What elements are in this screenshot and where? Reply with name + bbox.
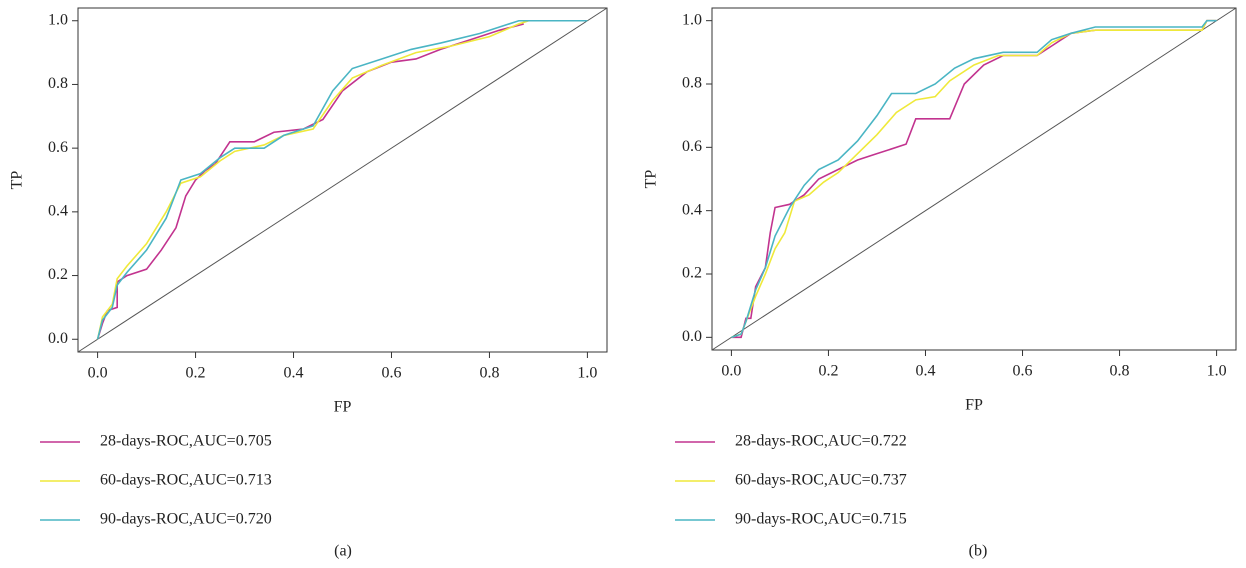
y-tick-label: 1.0 — [48, 11, 68, 28]
roc-curve — [96, 23, 524, 340]
x-tick-label: 0.2 — [186, 365, 206, 382]
reference-diagonal — [77, 7, 608, 353]
reference-diagonal — [711, 7, 1237, 351]
y-tick-label: 0.8 — [682, 75, 702, 92]
x-tick-label: 0.4 — [915, 363, 935, 380]
legend-label: 28-days-ROC,AUC=0.722 — [735, 433, 907, 450]
panel-label: (a) — [334, 543, 352, 560]
y-tick-label: 0.8 — [48, 75, 68, 92]
legend-label: 60-days-ROC,AUC=0.713 — [100, 472, 272, 489]
y-tick-label: 0.2 — [48, 266, 68, 283]
x-tick-label: 0.8 — [479, 365, 499, 382]
x-tick-label: 0.6 — [381, 365, 401, 382]
y-tick-label: 0.4 — [48, 203, 68, 220]
legend-label: 90-days-ROC,AUC=0.720 — [100, 511, 272, 528]
y-tick-label: 0.6 — [682, 138, 702, 155]
y-axis-label: TP — [643, 170, 660, 189]
y-tick-label: 0.0 — [48, 330, 68, 347]
x-tick-label: 0.0 — [88, 365, 108, 382]
legend-label: 60-days-ROC,AUC=0.737 — [735, 472, 907, 489]
legend-label: 28-days-ROC,AUC=0.705 — [100, 433, 272, 450]
y-tick-label: 0.2 — [682, 265, 702, 282]
roc-curve — [731, 19, 1217, 339]
chart-panel: 0.0 0.2 0.4 0.6 0.8 1.0 0.0 0.2 0.4 0.6 0.8 1.0 FP TP… — [9, 7, 608, 560]
y-axis-label: TP — [9, 171, 26, 190]
y-tick-label: 0.4 — [682, 201, 702, 218]
y-tick-label: 1.0 — [682, 11, 702, 28]
x-axis-label: FP — [965, 397, 983, 414]
x-tick-label: 0.0 — [721, 363, 741, 380]
x-tick-label: 0.2 — [818, 363, 838, 380]
x-tick-label: 0.8 — [1110, 363, 1130, 380]
plot-frame — [77, 7, 608, 353]
chart-panel: 0.0 0.2 0.4 0.6 0.8 1.0 0.0 0.2 0.4 0.6 0.8 1.0 FP TP… — [643, 7, 1237, 560]
x-tick-label: 1.0 — [1207, 363, 1227, 380]
legend-label: 90-days-ROC,AUC=0.715 — [735, 511, 907, 528]
y-tick-label: 0.6 — [48, 139, 68, 156]
roc-curve — [96, 19, 588, 340]
x-tick-label: 1.0 — [577, 365, 597, 382]
x-axis-label: FP — [334, 399, 352, 416]
roc-curve — [731, 19, 1217, 339]
x-tick-label: 0.4 — [284, 365, 304, 382]
y-tick-label: 0.0 — [682, 328, 702, 345]
plot-frame — [711, 7, 1237, 351]
x-tick-label: 0.6 — [1013, 363, 1033, 380]
roc-curve — [96, 19, 588, 340]
panel-label: (b) — [969, 543, 988, 560]
